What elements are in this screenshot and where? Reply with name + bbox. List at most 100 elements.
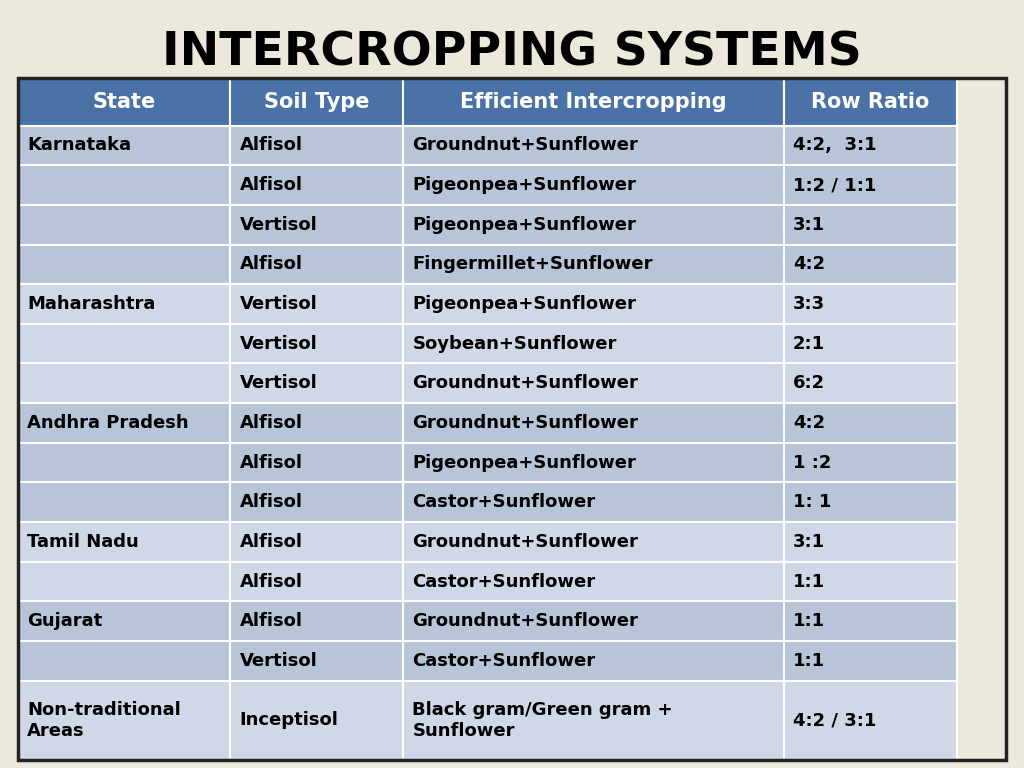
Text: Alfisol: Alfisol: [240, 454, 302, 472]
Bar: [230, 363, 403, 403]
Text: Alfisol: Alfisol: [240, 612, 302, 631]
Text: 1: 1: 1: 1: [793, 493, 831, 511]
Bar: [783, 680, 956, 760]
Text: Non-traditional
Areas: Non-traditional Areas: [27, 701, 181, 740]
Text: Vertisol: Vertisol: [240, 652, 317, 670]
Text: Pigeonpea+Sunflower: Pigeonpea+Sunflower: [413, 216, 636, 233]
Bar: [783, 443, 956, 482]
Bar: [403, 78, 783, 126]
Bar: [230, 403, 403, 443]
Text: Vertisol: Vertisol: [240, 216, 317, 233]
Bar: [18, 443, 230, 482]
Text: Groundnut+Sunflower: Groundnut+Sunflower: [413, 374, 638, 392]
Bar: [783, 284, 956, 324]
Text: Black gram/Green gram +
Sunflower: Black gram/Green gram + Sunflower: [413, 701, 673, 740]
Text: Alfisol: Alfisol: [240, 256, 302, 273]
Bar: [403, 522, 783, 561]
Text: 1:1: 1:1: [793, 573, 824, 591]
Text: Groundnut+Sunflower: Groundnut+Sunflower: [413, 414, 638, 432]
Bar: [18, 561, 230, 601]
Text: Alfisol: Alfisol: [240, 414, 302, 432]
Text: 4:2 / 3:1: 4:2 / 3:1: [793, 711, 877, 730]
Bar: [783, 363, 956, 403]
Text: Alfisol: Alfisol: [240, 176, 302, 194]
Bar: [783, 601, 956, 641]
Bar: [783, 126, 956, 165]
Bar: [783, 165, 956, 205]
Text: Vertisol: Vertisol: [240, 295, 317, 313]
Bar: [403, 443, 783, 482]
Text: 6:2: 6:2: [793, 374, 824, 392]
Bar: [403, 126, 783, 165]
Text: Groundnut+Sunflower: Groundnut+Sunflower: [413, 533, 638, 551]
Text: 1:1: 1:1: [793, 612, 824, 631]
Bar: [403, 680, 783, 760]
Text: Row Ratio: Row Ratio: [811, 92, 930, 112]
Text: 2:1: 2:1: [793, 335, 824, 353]
Bar: [403, 165, 783, 205]
Bar: [403, 601, 783, 641]
Bar: [783, 205, 956, 244]
Text: Alfisol: Alfisol: [240, 493, 302, 511]
Bar: [403, 244, 783, 284]
Bar: [783, 482, 956, 522]
Text: Alfisol: Alfisol: [240, 137, 302, 154]
Text: Tamil Nadu: Tamil Nadu: [27, 533, 138, 551]
Bar: [230, 601, 403, 641]
Text: Andhra Pradesh: Andhra Pradesh: [27, 414, 188, 432]
Bar: [18, 680, 230, 760]
Bar: [230, 522, 403, 561]
Bar: [403, 284, 783, 324]
Text: 3:1: 3:1: [793, 533, 824, 551]
Text: 1:1: 1:1: [793, 652, 824, 670]
Text: 4:2,  3:1: 4:2, 3:1: [793, 137, 877, 154]
Bar: [403, 205, 783, 244]
Bar: [18, 205, 230, 244]
Bar: [18, 522, 230, 561]
Text: 1 :2: 1 :2: [793, 454, 831, 472]
Bar: [18, 126, 230, 165]
Bar: [403, 363, 783, 403]
Bar: [18, 601, 230, 641]
Bar: [18, 363, 230, 403]
Bar: [403, 561, 783, 601]
Text: Vertisol: Vertisol: [240, 335, 317, 353]
Bar: [18, 78, 1006, 760]
Bar: [230, 482, 403, 522]
Text: Groundnut+Sunflower: Groundnut+Sunflower: [413, 612, 638, 631]
Text: Karnataka: Karnataka: [27, 137, 131, 154]
Bar: [783, 403, 956, 443]
Text: Vertisol: Vertisol: [240, 374, 317, 392]
Text: State: State: [92, 92, 156, 112]
Bar: [230, 205, 403, 244]
Bar: [230, 561, 403, 601]
Bar: [18, 165, 230, 205]
Bar: [783, 522, 956, 561]
Text: Inceptisol: Inceptisol: [240, 711, 338, 730]
Bar: [18, 482, 230, 522]
Bar: [18, 78, 230, 126]
Bar: [18, 284, 230, 324]
Text: Alfisol: Alfisol: [240, 573, 302, 591]
Text: Castor+Sunflower: Castor+Sunflower: [413, 573, 595, 591]
Bar: [18, 403, 230, 443]
Bar: [783, 324, 956, 363]
Bar: [783, 641, 956, 680]
Bar: [230, 78, 403, 126]
Bar: [230, 641, 403, 680]
Text: Castor+Sunflower: Castor+Sunflower: [413, 493, 595, 511]
Bar: [783, 244, 956, 284]
Bar: [403, 641, 783, 680]
Text: 4:2: 4:2: [793, 256, 824, 273]
Text: Alfisol: Alfisol: [240, 533, 302, 551]
Text: Gujarat: Gujarat: [27, 612, 102, 631]
Bar: [783, 78, 956, 126]
Text: Maharashtra: Maharashtra: [27, 295, 156, 313]
Text: 3:3: 3:3: [793, 295, 824, 313]
Text: Efficient Intercropping: Efficient Intercropping: [460, 92, 727, 112]
Text: Pigeonpea+Sunflower: Pigeonpea+Sunflower: [413, 176, 636, 194]
Bar: [403, 403, 783, 443]
Bar: [783, 561, 956, 601]
Text: 3:1: 3:1: [793, 216, 824, 233]
Bar: [230, 284, 403, 324]
